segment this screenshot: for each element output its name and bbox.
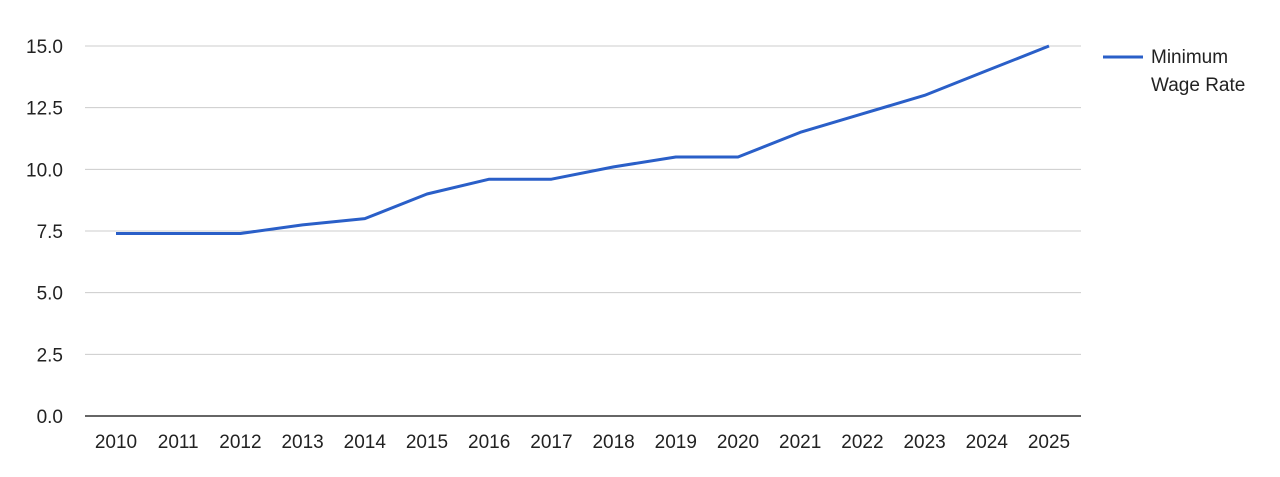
x-tick-label: 2025 bbox=[1028, 432, 1070, 453]
series-line-0 bbox=[116, 44, 1050, 235]
series-layer bbox=[116, 44, 1050, 235]
y-tick-label: 15.0 bbox=[26, 37, 63, 58]
y-axis-tick-labels: 0.0 2.5 5.0 7.5 10.0 12.5 15.0 bbox=[26, 37, 63, 428]
x-tick-label: 2012 bbox=[219, 432, 261, 453]
x-tick-label: 2013 bbox=[281, 432, 323, 453]
x-tick-label: 2022 bbox=[841, 432, 883, 453]
x-tick-label: 2015 bbox=[406, 432, 448, 453]
x-tick-label: 2010 bbox=[95, 432, 137, 453]
x-axis-tick-labels: 2010 2011 2012 2013 2014 2015 2016 2017 2018 2019… bbox=[95, 432, 1070, 453]
x-tick-label: 2024 bbox=[966, 432, 1009, 453]
y-tick-label: 12.5 bbox=[26, 99, 63, 120]
x-tick-label: 2020 bbox=[717, 432, 759, 453]
x-tick-label: 2021 bbox=[779, 432, 821, 453]
x-tick-label: 2016 bbox=[468, 432, 510, 453]
y-tick-label: 5.0 bbox=[37, 284, 63, 305]
x-tick-label: 2014 bbox=[344, 432, 387, 453]
legend-label-line-1: Minimum bbox=[1151, 47, 1228, 68]
y-tick-label: 2.5 bbox=[37, 345, 63, 366]
x-tick-label: 2018 bbox=[592, 432, 634, 453]
y-tick-label: 7.5 bbox=[37, 222, 63, 243]
x-tick-label: 2011 bbox=[158, 432, 199, 453]
legend-label-line-2: Wage Rate bbox=[1151, 75, 1245, 96]
y-tick-label: 10.0 bbox=[26, 160, 63, 181]
y-tick-label: 0.0 bbox=[37, 407, 63, 428]
x-tick-label: 2017 bbox=[530, 432, 572, 453]
x-tick-label: 2019 bbox=[655, 432, 697, 453]
legend: Minimum Wage Rate bbox=[1103, 47, 1245, 96]
x-tick-label: 2023 bbox=[903, 432, 945, 453]
